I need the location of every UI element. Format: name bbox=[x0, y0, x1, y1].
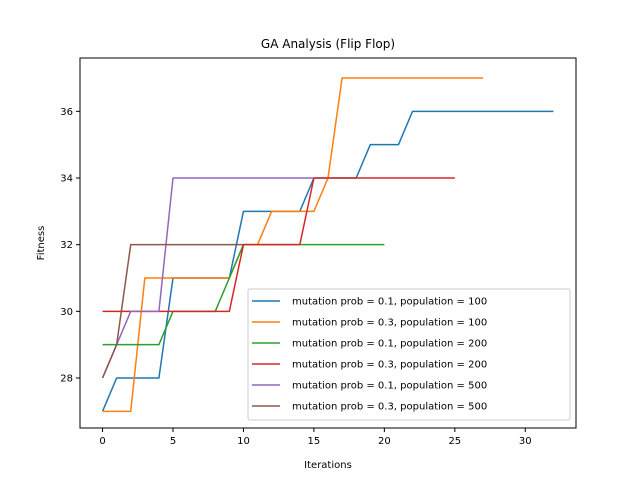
legend-label-5: mutation prob = 0.1, population = 500 bbox=[292, 381, 487, 392]
y-axis: 28 30 32 34 36 bbox=[60, 107, 80, 385]
x-tick-label: 0 bbox=[99, 436, 105, 447]
legend-label-4: mutation prob = 0.3, population = 200 bbox=[292, 360, 487, 371]
legend: mutation prob = 0.1, population = 100 mut… bbox=[247, 288, 571, 421]
series-line-6 bbox=[101, 243, 244, 379]
legend-label-3: mutation prob = 0.1, population = 200 bbox=[292, 339, 487, 350]
series-line-4 bbox=[102, 177, 455, 313]
y-axis-label: Fitness bbox=[36, 226, 47, 261]
y-tick-label: 36 bbox=[60, 107, 73, 118]
x-tick-label: 25 bbox=[448, 436, 461, 447]
y-tick-label: 30 bbox=[60, 307, 73, 318]
legend-label-2: mutation prob = 0.3, population = 100 bbox=[292, 318, 487, 329]
legend-label-6: mutation prob = 0.3, population = 500 bbox=[292, 402, 487, 413]
y-tick-label: 28 bbox=[60, 374, 73, 385]
x-tick-label: 20 bbox=[378, 436, 391, 447]
x-tick-label: 5 bbox=[170, 436, 176, 447]
series-line-2 bbox=[102, 77, 483, 413]
x-tick-label: 30 bbox=[519, 436, 532, 447]
y-tick-label: 32 bbox=[60, 240, 73, 251]
series-layer bbox=[101, 77, 554, 413]
x-axis: 0 5 10 15 20 25 30 bbox=[99, 428, 532, 447]
y-tick-label: 34 bbox=[60, 174, 73, 185]
x-tick-label: 10 bbox=[237, 436, 250, 447]
plot-frame bbox=[79, 57, 577, 429]
x-tick-label: 15 bbox=[308, 436, 321, 447]
x-axis-label: Iterations bbox=[304, 460, 352, 471]
chart-title: GA Analysis (Flip Flop) bbox=[261, 37, 395, 51]
legend-box bbox=[247, 288, 571, 421]
legend-label-1: mutation prob = 0.1, population = 100 bbox=[292, 297, 487, 308]
series-line-5 bbox=[101, 177, 314, 379]
